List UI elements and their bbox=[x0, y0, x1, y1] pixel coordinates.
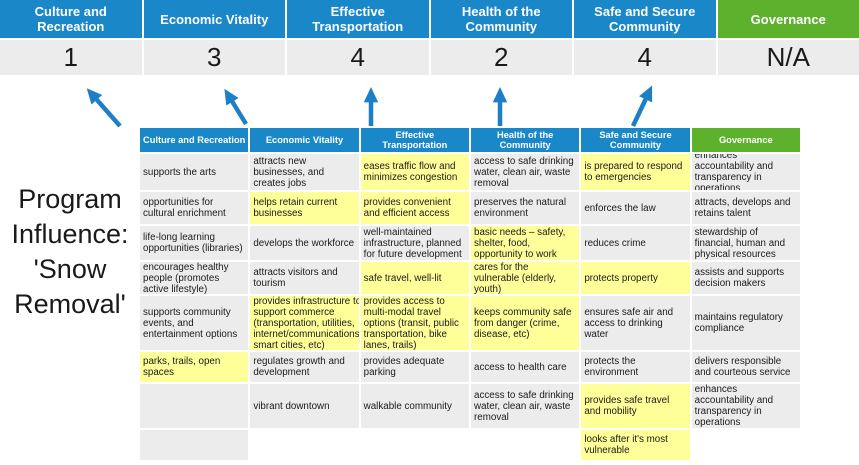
matrix-cell-r7-c1 bbox=[140, 384, 249, 428]
matrix-cell-r5-c3: provides access to multi-modal travel op… bbox=[360, 296, 469, 350]
priority-header-governance: Governance bbox=[717, 0, 859, 38]
matrix-cell-r6-c2: regulates growth and development bbox=[250, 352, 359, 382]
matrix-cell-r3-c2: develops the workforce bbox=[250, 226, 359, 260]
priority-header-culture-and-recreation: Culture and Recreation bbox=[0, 0, 142, 38]
matrix-cell-r7-c6: enhances accountability and transparency… bbox=[691, 384, 800, 428]
matrix-cell-r3-c3: well-maintained infrastructure, planned … bbox=[360, 226, 469, 260]
matrix-header-effective-transportation: Effective Transportation bbox=[360, 128, 469, 152]
priority-column-governance: Governance N/A bbox=[717, 0, 859, 75]
matrix-cell-r1-c5: is prepared to respond to emergencies bbox=[581, 154, 690, 190]
matrix-cell-r4-c4: cares for the vulnerable (elderly, youth… bbox=[471, 262, 580, 294]
matrix-cell-r6-c5: protects the environment bbox=[581, 352, 690, 382]
matrix-cell-r8-c3 bbox=[360, 430, 469, 460]
matrix-cell-r1-c6: enhances accountability and transparency… bbox=[691, 154, 800, 190]
matrix-cell-r4-c1: encourages healthy people (promotes acti… bbox=[140, 262, 249, 294]
priority-header-effective-transportation: Effective Transportation bbox=[287, 0, 429, 38]
matrix-cell-r2-c5: enforces the law bbox=[581, 192, 690, 224]
matrix-cell-r1-c3: eases traffic flow and minimizes congest… bbox=[360, 154, 469, 190]
matrix-cell-r6-c6: delivers responsible and courteous servi… bbox=[691, 352, 800, 382]
priority-column-effective-transportation: Effective Transportation 4 bbox=[287, 0, 429, 75]
priority-score-economic-vitality: 3 bbox=[143, 40, 285, 75]
matrix-cell-r5-c1: supports community events, and entertain… bbox=[140, 296, 249, 350]
matrix-cell-r2-c4: preserves the natural environment bbox=[471, 192, 580, 224]
matrix-cell-r3-c1: life-long learning opportunities (librar… bbox=[140, 226, 249, 260]
matrix-cell-r1-c1: supports the arts bbox=[140, 154, 249, 190]
matrix-cell-r4-c2: attracts visitors and tourism bbox=[250, 262, 359, 294]
matrix-header-economic-vitality: Economic Vitality bbox=[250, 128, 359, 152]
matrix-cell-r4-c5: protects property bbox=[581, 262, 690, 294]
priority-header-health-of-the-community: Health of the Community bbox=[430, 0, 572, 38]
up-arrow-icon bbox=[224, 88, 248, 126]
matrix-cell-r5-c6: maintains regulatory compliance bbox=[691, 296, 800, 350]
priority-column-culture-and-recreation: Culture and Recreation 1 bbox=[0, 0, 142, 75]
matrix-cell-r6-c1: parks, trails, open spaces bbox=[140, 352, 249, 382]
matrix-cell-r2-c6: attracts, develops and retains talent bbox=[691, 192, 800, 224]
matrix-cell-r7-c3: walkable community bbox=[360, 384, 469, 428]
matrix-cell-r4-c3: safe travel, well-lit bbox=[360, 262, 469, 294]
matrix-cell-r3-c5: reduces crime bbox=[581, 226, 690, 260]
matrix-cell-r8-c4 bbox=[471, 430, 580, 460]
matrix-cell-r7-c5: provides safe travel and mobility bbox=[581, 384, 690, 428]
priority-header-economic-vitality: Economic Vitality bbox=[143, 0, 285, 38]
matrix-cell-r1-c4: access to safe drinking water, clean air… bbox=[471, 154, 580, 190]
matrix-cell-r3-c4: basic needs – safety, shelter, food, opp… bbox=[471, 226, 580, 260]
matrix-cell-r7-c2: vibrant downtown bbox=[250, 384, 359, 428]
matrix-cell-r6-c4: access to health care bbox=[471, 352, 580, 382]
matrix-cell-r8-c5: looks after it's most vulnerable bbox=[581, 430, 690, 460]
matrix-cell-r8-c6 bbox=[691, 430, 800, 460]
influence-arrows bbox=[86, 85, 653, 128]
up-arrow-icon bbox=[86, 88, 122, 128]
priority-matrix-table: Culture and Recreation Economic Vitality E… bbox=[140, 128, 800, 460]
priority-score-effective-transportation: 4 bbox=[287, 40, 429, 75]
priority-score-safe-and-secure-community: 4 bbox=[574, 40, 716, 75]
matrix-header-health-of-the-community: Health of the Community bbox=[471, 128, 580, 152]
priority-score-health-of-the-community: 2 bbox=[430, 40, 572, 75]
priority-summary-band: Culture and Recreation 1 Economic Vitality… bbox=[0, 0, 859, 75]
matrix-header-governance: Governance bbox=[691, 128, 800, 152]
matrix-cell-r5-c2: provides infrastructure to support comme… bbox=[250, 296, 359, 350]
priority-column-safe-and-secure-community: Safe and Secure Community 4 bbox=[574, 0, 716, 75]
matrix-cell-r8-c2 bbox=[250, 430, 359, 460]
matrix-cell-r5-c5: ensures safe air and access to drinking … bbox=[581, 296, 690, 350]
matrix-cell-r2-c2: helps retain current businesses bbox=[250, 192, 359, 224]
page-title: Program Influence: 'Snow Removal' bbox=[11, 184, 129, 319]
matrix-cell-r3-c6: stewardship of financial, human and phys… bbox=[691, 226, 800, 260]
matrix-cell-r4-c6: assists and supports decision makers bbox=[691, 262, 800, 294]
matrix-cell-r8-c1 bbox=[140, 430, 249, 460]
up-arrow-icon bbox=[630, 85, 653, 127]
matrix-cell-r2-c3: provides convenient and efficient access bbox=[360, 192, 469, 224]
priority-column-economic-vitality: Economic Vitality 3 bbox=[143, 0, 285, 75]
matrix-header-safe-and-secure-community: Safe and Secure Community bbox=[581, 128, 690, 152]
priority-score-governance: N/A bbox=[717, 40, 859, 75]
matrix-cell-r2-c1: opportunities for cultural enrichment bbox=[140, 192, 249, 224]
priority-header-safe-and-secure-community: Safe and Secure Community bbox=[574, 0, 716, 38]
matrix-header-culture-and-recreation: Culture and Recreation bbox=[140, 128, 249, 152]
priority-score-culture-and-recreation: 1 bbox=[0, 40, 142, 75]
matrix-cell-r6-c3: provides adequate parking bbox=[360, 352, 469, 382]
matrix-cell-r7-c4: access to safe drinking water, clean air… bbox=[471, 384, 580, 428]
matrix-cell-r5-c4: keeps community safe from danger (crime,… bbox=[471, 296, 580, 350]
priority-column-health-of-the-community: Health of the Community 2 bbox=[430, 0, 572, 75]
matrix-cell-r1-c2: attracts new businesses, and creates job… bbox=[250, 154, 359, 190]
